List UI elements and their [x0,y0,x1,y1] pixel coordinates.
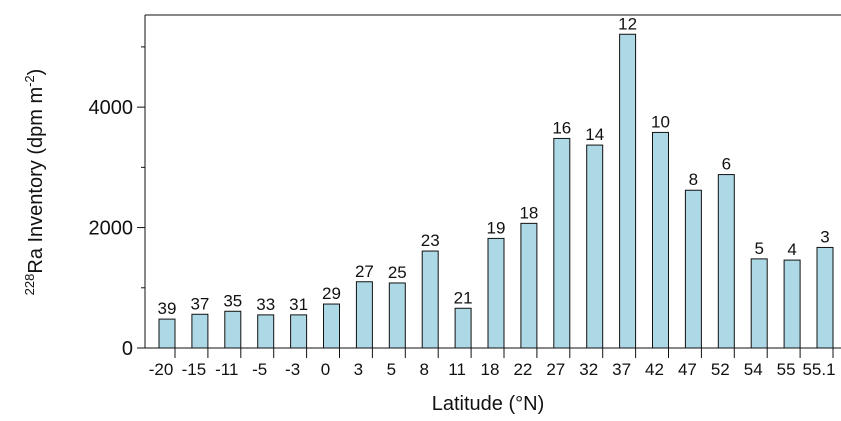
bar [158,318,176,349]
x-tick-label: 27 [546,360,565,379]
bar-label: 21 [454,288,473,307]
bar [355,281,373,349]
bar [224,310,242,349]
y-tick-label: 0 [122,338,133,360]
x-tick-label: 22 [513,360,532,379]
bar-label: 29 [322,284,341,303]
bar [750,258,768,349]
bar [487,237,505,349]
bar [619,33,637,349]
bar-label: 19 [487,218,506,237]
bar-label: 31 [289,295,308,314]
bar-label: 25 [388,263,407,282]
bar-label: 14 [585,125,604,144]
bar [553,137,571,349]
bar-label: 33 [256,295,275,314]
x-tick-label: -15 [182,360,207,379]
y-label-sup: 228 [22,274,37,296]
bar [454,307,472,349]
bar-label: 5 [754,239,763,258]
bar-label: 18 [519,203,538,222]
x-tick-label: 0 [321,360,330,379]
bar-label: 37 [190,294,209,313]
y-label-sup: -2 [22,75,37,87]
bar-label: 6 [722,155,731,174]
x-axis-label: Latitude (°N) [432,393,545,415]
bar [290,314,308,349]
bar [323,303,340,349]
bar [257,314,275,349]
bar-label: 12 [618,14,637,33]
bar-label: 8 [689,170,698,189]
x-tick-label: -11 [215,360,238,379]
y-tick-label: 4000 [89,97,134,119]
x-tick-label: 5 [387,360,396,379]
bar [586,144,604,349]
bar [816,246,834,349]
x-tick-label: 18 [481,360,500,379]
y-label-main: Ra Inventory (dpm m [25,87,47,274]
bar [191,313,209,349]
bar-label: 27 [355,262,374,281]
x-tick-label: 11 [448,360,466,379]
x-tick-label: -5 [252,360,267,379]
bar-label: 16 [552,118,571,137]
bar [717,174,735,349]
x-tick-label: 55 [777,360,796,379]
bar [783,259,801,349]
x-tick-label: 47 [678,360,697,379]
bar [684,189,702,349]
x-tick-label: 42 [645,360,664,379]
x-tick-label: 52 [711,360,730,379]
x-tick-label: 3 [354,360,363,379]
y-tick-label: 2000 [89,218,134,240]
x-tick-label: -3 [285,360,300,379]
bar [388,282,406,349]
bar [421,250,439,349]
x-tick-label: 37 [612,360,631,379]
bar-label: 23 [421,231,440,250]
bar-label: 10 [651,112,670,131]
bar-label: 35 [223,291,242,310]
bar-label: 4 [787,240,796,259]
x-tick-label: 8 [419,360,428,379]
bar-label: 3 [820,227,829,246]
y-label-close: ) [25,69,47,76]
bar-label: 39 [158,299,177,318]
x-tick-label: -20 [149,360,174,379]
y-axis-label: 228Ra Inventory (dpm m-2) [22,69,47,296]
x-tick-label: 55.1 [802,360,835,379]
x-tick-label: 32 [579,360,598,379]
x-tick-label: 54 [744,360,763,379]
bar [520,222,538,349]
bar [652,131,669,349]
